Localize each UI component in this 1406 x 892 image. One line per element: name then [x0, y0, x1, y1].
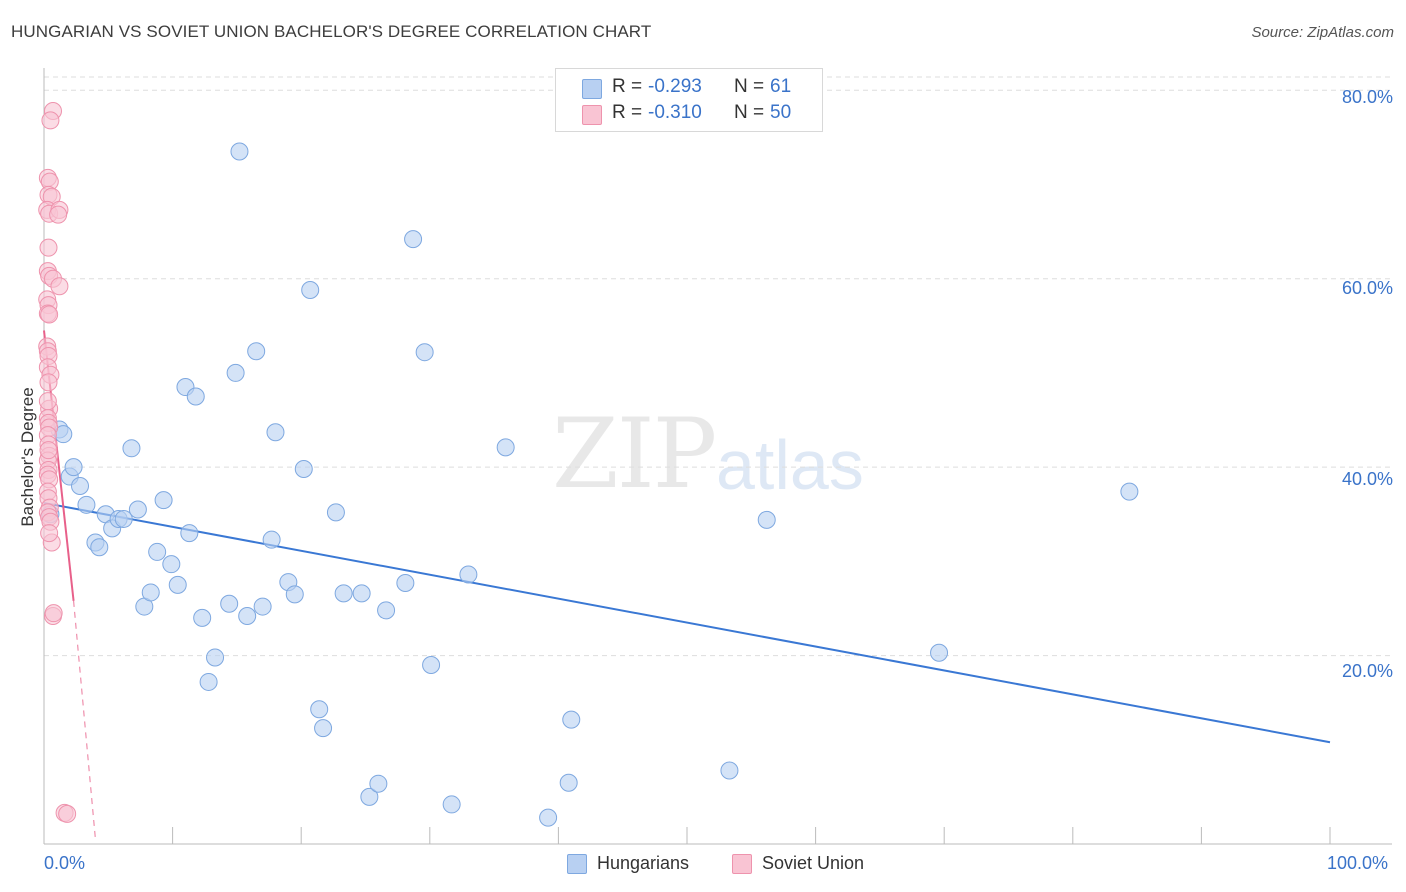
point-hungarians [285, 585, 304, 604]
axes [43, 68, 1392, 845]
point-hungarians [122, 439, 141, 458]
point-hungarians [404, 230, 423, 249]
point-soviet-union [40, 305, 59, 324]
point-hungarians [720, 761, 739, 780]
point-soviet-union [38, 392, 57, 411]
point-hungarians [71, 476, 90, 495]
legend-r-label: R = [612, 102, 643, 123]
chart-title: HUNGARIAN VS SOVIET UNION BACHELOR'S DEG… [11, 22, 652, 41]
point-soviet-union [49, 205, 68, 224]
point-hungarians [314, 719, 333, 738]
series-label-hungarians: Hungarians [597, 853, 690, 873]
point-hungarians [148, 542, 167, 561]
trend-line-soviet-union-extension [72, 600, 97, 840]
y-tick-label-60: 60.0% [1341, 278, 1393, 298]
trend-lines [43, 330, 1331, 840]
point-hungarians [193, 608, 212, 627]
point-hungarians [442, 795, 461, 814]
point-hungarians [360, 787, 379, 806]
point-hungarians [415, 343, 434, 362]
y-axis-label: Bachelor's Degree [18, 387, 37, 527]
y-tick-label-40: 40.0% [1341, 469, 1393, 489]
point-hungarians [422, 655, 441, 674]
point-hungarians [199, 672, 218, 691]
point-hungarians [162, 555, 181, 574]
trend-line-hungarians [43, 501, 1331, 744]
point-hungarians [64, 458, 83, 477]
point-hungarians [220, 594, 239, 613]
point-hungarians [154, 491, 173, 510]
point-hungarians [253, 597, 272, 616]
point-hungarians [352, 584, 371, 603]
point-soviet-union [39, 373, 58, 392]
point-hungarians [168, 575, 187, 594]
legend-n-label: N = [734, 76, 765, 97]
legend-swatch-soviet-union [582, 105, 602, 125]
series-label-soviet-union: Soviet Union [762, 853, 865, 873]
point-hungarians [294, 460, 313, 479]
point-hungarians [77, 495, 96, 514]
point-hungarians [377, 601, 396, 620]
point-hungarians [247, 342, 266, 361]
point-hungarians [757, 510, 776, 529]
series-swatch-soviet-union [732, 854, 752, 874]
y-tick-label-80: 80.0% [1341, 87, 1393, 107]
correlation-legend: R = -0.293 N = 61 R = -0.310 N = 50 [555, 68, 823, 132]
point-hungarians [1120, 482, 1139, 501]
point-hungarians [128, 500, 147, 519]
point-hungarians [230, 142, 249, 161]
point-hungarians [310, 700, 329, 719]
point-hungarians [539, 808, 558, 827]
point-hungarians [301, 281, 320, 300]
point-hungarians [90, 538, 109, 557]
point-soviet-union [58, 804, 77, 823]
point-hungarians [186, 387, 205, 406]
point-hungarians [562, 710, 581, 729]
point-soviet-union [40, 524, 59, 543]
y-tick-label-20: 20.0% [1341, 661, 1393, 681]
point-hungarians [326, 503, 345, 522]
point-soviet-union [44, 604, 63, 623]
gridlines [44, 76, 1392, 657]
x-tick-label-min: 0.0% [44, 853, 86, 873]
legend-swatch-hungarians [582, 79, 602, 99]
legend-r-label: R = [612, 76, 643, 97]
point-hungarians [180, 524, 199, 543]
point-hungarians [459, 565, 478, 584]
point-hungarians [496, 438, 515, 457]
series-swatch-hungarians [567, 854, 587, 874]
point-hungarians [238, 606, 257, 625]
point-hungarians [226, 363, 245, 382]
point-soviet-union [50, 277, 69, 296]
legend-r-value: -0.310 [648, 102, 702, 123]
legend-n-value: 61 [770, 76, 792, 97]
watermark-zip: ZIP [552, 398, 717, 510]
point-hungarians [141, 583, 160, 602]
watermark-atlas: atlas [716, 426, 864, 504]
point-soviet-union [39, 441, 58, 460]
legend-n-label: N = [734, 102, 765, 123]
point-hungarians [930, 643, 949, 662]
point-hungarians [369, 774, 388, 793]
point-hungarians [206, 648, 225, 667]
x-tick-label-max: 100.0% [1327, 853, 1389, 873]
point-hungarians [396, 574, 415, 593]
point-soviet-union [39, 238, 58, 257]
legend-r-value: -0.293 [648, 76, 702, 97]
point-soviet-union [41, 111, 60, 130]
point-hungarians [334, 584, 353, 603]
point-hungarians [262, 530, 281, 549]
source-credit: Source: ZipAtlas.com [1251, 24, 1394, 41]
point-hungarians [559, 773, 578, 792]
point-hungarians [266, 423, 285, 442]
legend-n-value: 50 [770, 102, 792, 123]
data-points [38, 101, 1139, 827]
point-hungarians [114, 509, 133, 528]
